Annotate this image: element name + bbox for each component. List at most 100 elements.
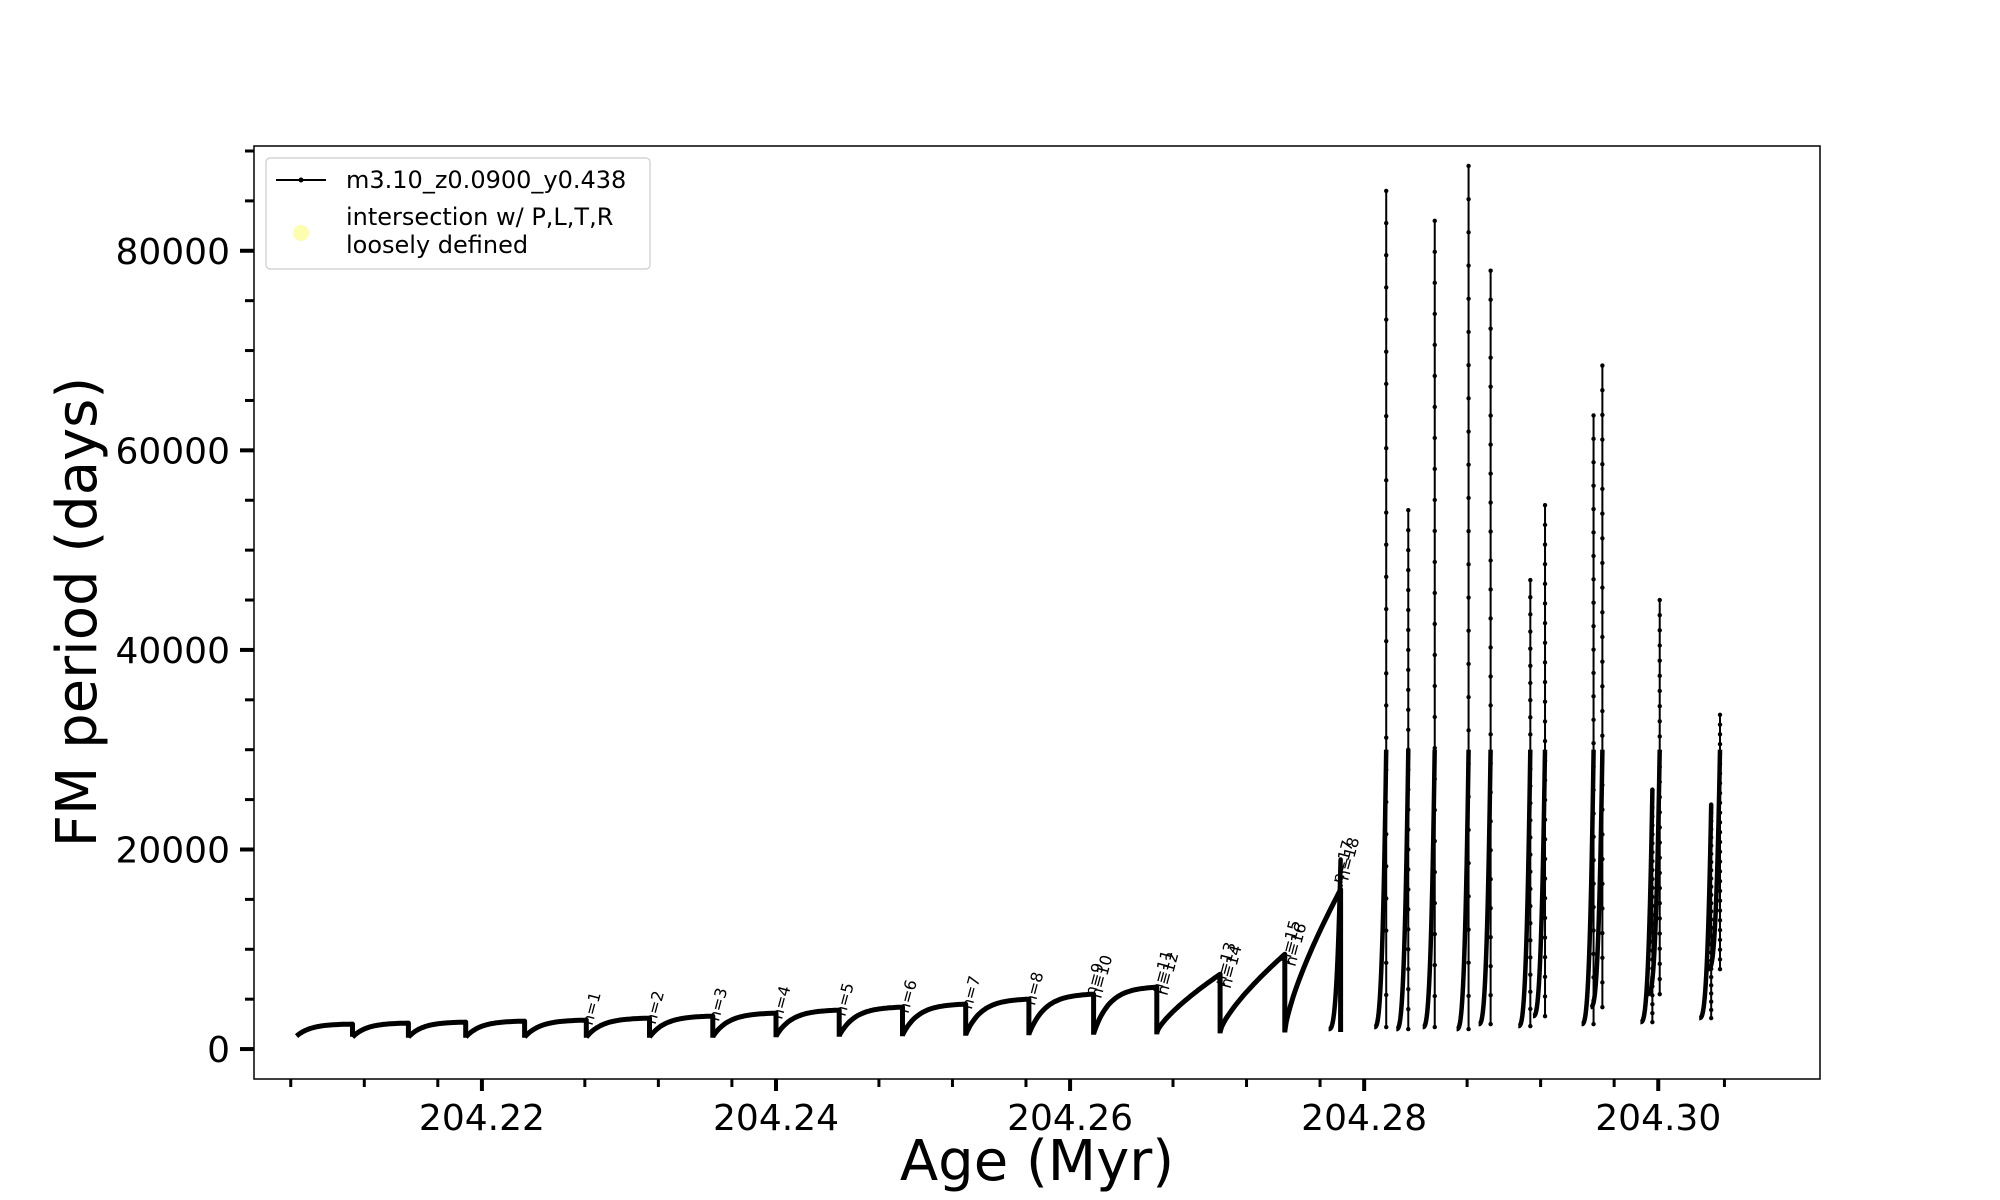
spike-point — [1542, 778, 1548, 783]
spike-point — [1591, 413, 1596, 418]
pulse-curve — [522, 1017, 589, 1039]
spike-point — [1528, 680, 1533, 686]
spike-point — [1432, 621, 1437, 627]
pulse-label: n=10 — [1087, 953, 1117, 1000]
spike-point — [1406, 787, 1411, 792]
spike-point — [1466, 296, 1471, 301]
spike-point — [1657, 612, 1662, 618]
spike-point — [1657, 976, 1662, 982]
spike-point — [1406, 927, 1411, 932]
spike-point — [1466, 163, 1471, 169]
spike-point — [1591, 904, 1596, 910]
spike-point — [1650, 858, 1655, 864]
spike-point — [1488, 963, 1493, 969]
spike-point — [1542, 896, 1548, 901]
spike-point — [1600, 585, 1605, 590]
pulse-curve — [900, 1001, 969, 1037]
spike-point — [1384, 799, 1389, 805]
spike-point — [1657, 991, 1662, 997]
spike-point — [1466, 528, 1471, 534]
spike-point — [1708, 835, 1714, 840]
spike-point — [1717, 800, 1723, 806]
pulse-curve — [463, 1018, 528, 1039]
pulse-curve — [350, 1020, 411, 1039]
spike-point — [1488, 355, 1493, 360]
spike-point — [1600, 560, 1605, 566]
spike-point — [1488, 674, 1493, 679]
spike-point — [1650, 796, 1655, 801]
spike-rise — [1394, 749, 1411, 1032]
spike-point — [1406, 567, 1411, 573]
legend-label-model: m3.10_z0.0900_y0.438 — [346, 166, 626, 194]
spike-point — [1717, 732, 1723, 737]
spike-point — [1384, 574, 1389, 580]
spike-point — [1542, 994, 1548, 999]
spike-point — [1384, 188, 1389, 194]
spike-point — [1384, 767, 1389, 773]
spike-point — [1717, 722, 1723, 727]
spike-point — [1650, 885, 1655, 891]
spike-point — [1591, 740, 1596, 746]
legend-label-intersection: intersection w/ P,L,T,R loosely defined — [346, 203, 613, 259]
x-tick-label: 204.30 — [1595, 1098, 1721, 1139]
spike-point — [1717, 927, 1723, 933]
spike-point — [1717, 781, 1723, 786]
spike-point — [1650, 894, 1655, 900]
spike-point — [1591, 577, 1596, 582]
spike-point — [1384, 381, 1389, 387]
spike-point — [1542, 522, 1548, 528]
spike-point — [1384, 638, 1389, 644]
spike-point — [1384, 542, 1389, 547]
spike-point — [1600, 955, 1605, 960]
spike-point — [1542, 503, 1548, 508]
spike-point — [1406, 508, 1411, 513]
spike-point — [1600, 980, 1605, 985]
spike-point — [1432, 373, 1437, 379]
spike-point — [1542, 719, 1548, 724]
pulse-label: n=4 — [767, 984, 794, 1022]
spike-point — [1600, 881, 1605, 886]
spike-point — [1708, 851, 1714, 857]
spike-point — [1600, 511, 1605, 516]
spike-point — [1466, 694, 1471, 700]
pulse-curve — [963, 996, 1032, 1036]
spike-point — [1488, 268, 1493, 273]
spike-point — [1466, 993, 1471, 999]
spike-point — [1717, 908, 1723, 913]
pulse-label: n=6 — [894, 978, 921, 1016]
spike-point — [1466, 960, 1471, 965]
spike-point — [1528, 629, 1533, 634]
spike-point — [1591, 506, 1596, 512]
spike-point — [1384, 1024, 1389, 1030]
spike-point — [1708, 827, 1714, 832]
spike-point — [1528, 697, 1533, 703]
spike-point — [1542, 1013, 1548, 1019]
spike-point — [1657, 734, 1662, 739]
spike-point — [1600, 610, 1605, 615]
spike-point — [1650, 903, 1655, 909]
y-tick-label: 0 — [207, 1030, 230, 1071]
spike-point — [1717, 967, 1723, 972]
spike-point — [1432, 559, 1437, 565]
x-tick-label: 204.24 — [713, 1098, 839, 1139]
spike-point — [1466, 329, 1471, 335]
spike-point — [1600, 782, 1605, 788]
spike-point — [1432, 931, 1437, 937]
spike-point — [1717, 918, 1723, 923]
spike-point — [1708, 974, 1714, 980]
spike-point — [1591, 811, 1596, 816]
spike-point — [1406, 587, 1411, 593]
pulse-curve — [773, 1007, 842, 1038]
spike-point — [1466, 562, 1471, 567]
spike-point — [1466, 196, 1471, 202]
spike-point — [1466, 728, 1471, 733]
spike-point — [1591, 694, 1596, 699]
spike-point — [1708, 1007, 1714, 1013]
spike-point — [1466, 628, 1471, 633]
spike-point — [1384, 349, 1389, 354]
spike-point — [1528, 749, 1533, 754]
spike-point — [1432, 714, 1437, 720]
pulse-curve — [1217, 951, 1288, 1033]
spike-point — [1466, 794, 1471, 799]
spike-point — [1650, 814, 1655, 819]
